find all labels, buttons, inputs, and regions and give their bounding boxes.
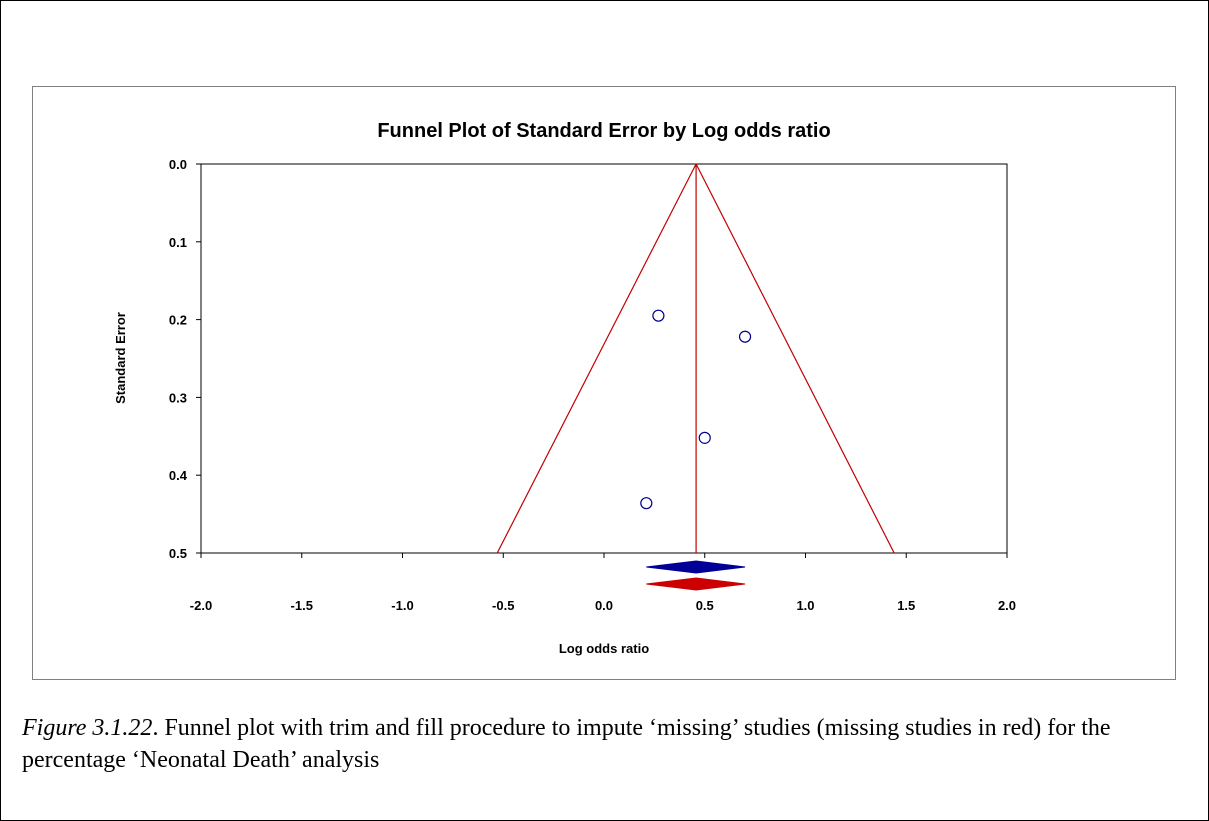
y-tick-label: 0.5 xyxy=(169,546,187,561)
chart-container: Funnel Plot of Standard Error by Log odd… xyxy=(32,86,1176,680)
y-axis: 0.0 0.1 0.2 0.3 0.4 0.5 xyxy=(169,157,201,561)
funnel-right-line xyxy=(695,163,895,554)
y-tick-label: 0.0 xyxy=(169,157,187,172)
x-tick-label: 0.5 xyxy=(696,598,714,613)
x-axis: -2.0 -1.5 -1.0 -0.5 0.0 0.5 1.0 1.5 2.0 xyxy=(190,553,1016,613)
funnel-left-line xyxy=(496,163,697,554)
x-axis-label: Log odds ratio xyxy=(559,641,649,656)
y-tick-label: 0.3 xyxy=(169,390,187,405)
x-tick-label: -1.0 xyxy=(391,598,413,613)
y-tick-label: 0.4 xyxy=(169,468,188,483)
summary-diamonds xyxy=(646,560,746,591)
study-point xyxy=(698,431,711,444)
study-point xyxy=(640,497,653,510)
study-point xyxy=(738,330,752,343)
caption-text: . Funnel plot with trim and fill procedu… xyxy=(22,715,1111,773)
plot-area xyxy=(200,163,1008,554)
x-tick-label: -0.5 xyxy=(492,598,514,613)
x-tick-label: 2.0 xyxy=(998,598,1016,613)
x-tick-label: -1.5 xyxy=(291,598,313,613)
funnel-lines xyxy=(496,163,895,554)
funnel-plot: Funnel Plot of Standard Error by Log odd… xyxy=(113,120,1016,656)
chart-title: Funnel Plot of Standard Error by Log odd… xyxy=(377,120,830,142)
study-points xyxy=(640,309,752,510)
y-tick-label: 0.2 xyxy=(169,313,187,328)
study-point xyxy=(652,309,665,322)
figure-number: Figure 3.1.22 xyxy=(22,715,153,741)
x-tick-label: 1.0 xyxy=(796,598,814,613)
figure-caption: Figure 3.1.22. Funnel plot with trim and… xyxy=(22,712,1192,776)
y-axis-label: Standard Error xyxy=(113,312,128,404)
x-tick-label: 0.0 xyxy=(595,598,613,613)
y-tick-label: 0.1 xyxy=(169,235,187,250)
summary-diamond xyxy=(646,560,746,574)
summary-diamond xyxy=(646,577,746,591)
x-tick-label: 1.5 xyxy=(897,598,915,613)
x-tick-label: -2.0 xyxy=(190,598,212,613)
